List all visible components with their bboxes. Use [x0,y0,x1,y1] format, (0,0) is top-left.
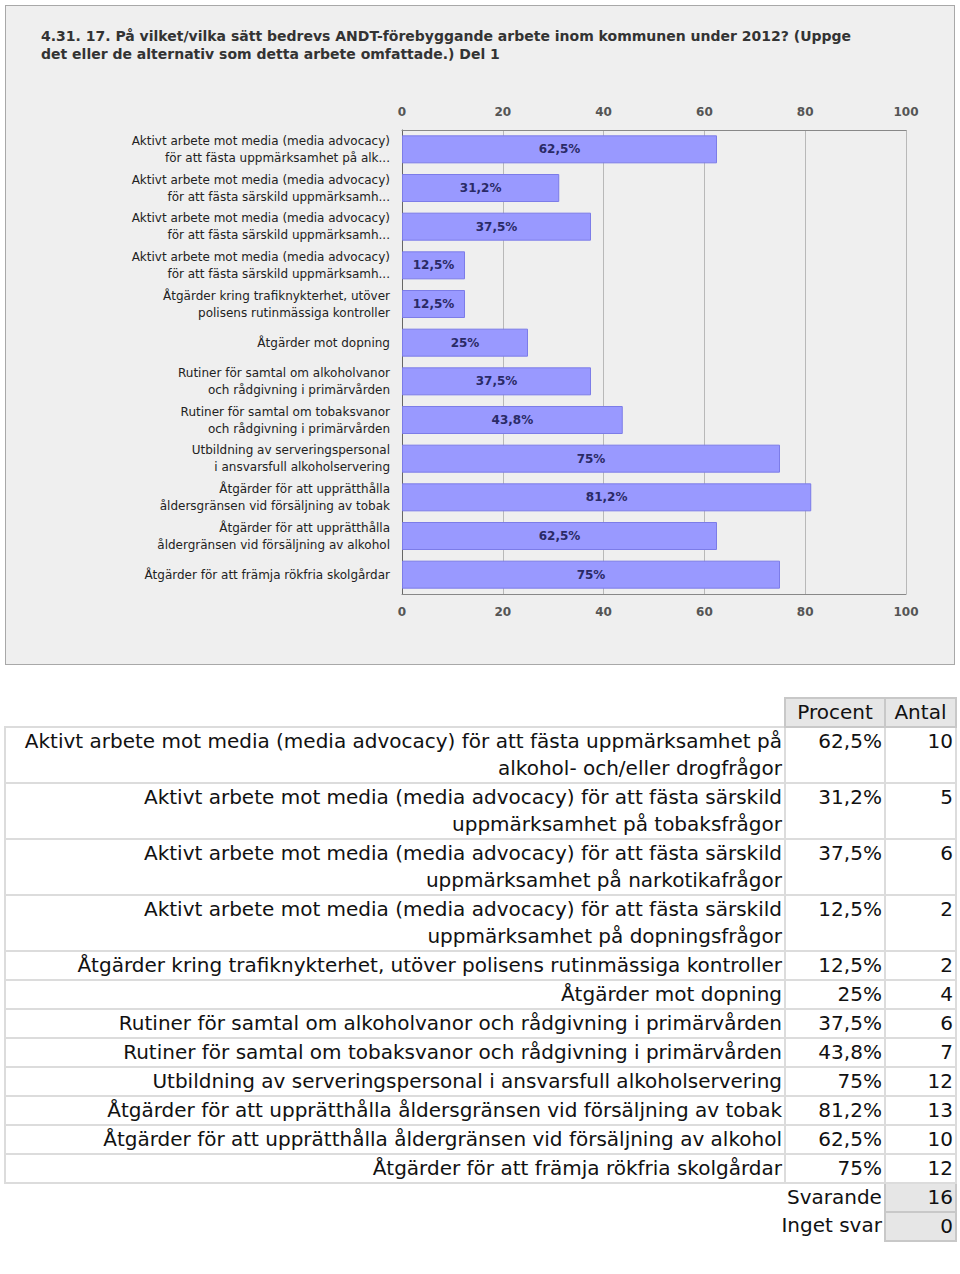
html-text:Åtgärder för att upprätthålla: Åtgärder för att upprätthålla åldersgrän… [107,1098,782,1122]
svg-text:Åtgärder för att främja rökfri: Åtgärder för att främja rökfria skolgård… [144,567,390,582]
svg-text:Utbildning av serveringsperson: Utbildning av serveringspersonal [192,443,390,457]
svg-text:åldersgränsen vid försäljning: åldersgränsen vid försäljning av tobak [160,499,390,513]
html-text:10: 10 [927,1127,953,1151]
html-text:62,5%: 62,5% [818,729,882,753]
html-text:13: 13 [927,1098,953,1122]
svg-text:polisens rutinmässiga kontroll: polisens rutinmässiga kontroller [198,306,390,320]
svg-text:för att fästa särskild uppmärk: för att fästa särskild uppmärksamh... [167,228,390,242]
svg-text:för att fästa uppmärksamhet på: för att fästa uppmärksamhet på alk... [165,151,390,165]
html-text:Åtgärder för att upprätthålla: Åtgärder för att upprätthålla åldergräns… [103,1127,782,1151]
svg-text:Rutiner för samtal om tobaksva: Rutiner för samtal om tobaksvanor [181,405,390,419]
html-text:6: 6 [940,841,953,865]
html-text:Åtgärder kring trafiknykterhet: Åtgärder kring trafiknykterhet, utöver p… [77,953,782,977]
svg-text:62,5%: 62,5% [539,529,581,543]
svg-text:0: 0 [398,605,406,619]
svg-text:20: 20 [494,105,511,119]
html-text:Inget svar: Inget svar [781,1213,882,1237]
html-text:25%: 25% [837,982,882,1006]
svg-text:80: 80 [797,605,814,619]
html-text:43,8%: 43,8% [818,1040,882,1064]
svg-text:60: 60 [696,605,713,619]
svg-text:Aktivt arbete mot media (media: Aktivt arbete mot media (media advocacy) [132,211,390,225]
html-text:2: 2 [940,897,953,921]
svg-text:43,8%: 43,8% [492,413,534,427]
svg-text:40: 40 [595,105,612,119]
html-text:Utbildning av serveringsperson: Utbildning av serveringspersonal i ansva… [152,1069,782,1093]
html-text:4: 4 [940,982,953,1006]
html-text:75%: 75% [837,1069,882,1093]
svg-text:80: 80 [797,105,814,119]
svg-text:för att fästa särskild uppmärk: för att fästa särskild uppmärksamh... [167,190,390,204]
html-text:2: 2 [940,953,953,977]
html-text:37,5%: 37,5% [818,1011,882,1035]
svg-text:det eller de alternativ som de: det eller de alternativ som detta arbete… [41,46,500,62]
svg-text:för att fästa särskild uppmärk: för att fästa särskild uppmärksamh... [167,267,390,281]
html-text:Svarande: Svarande [787,1185,882,1209]
html-text:12,5%: 12,5% [818,953,882,977]
html-text:Aktivt arbete mot media (media: Aktivt arbete mot media (media advocacy)… [24,729,782,780]
svg-text:åldergränsen vid försäljning a: åldergränsen vid försäljning av alkohol [157,538,390,552]
svg-text:25%: 25% [451,336,480,350]
html-text:6: 6 [940,1011,953,1035]
svg-text:Åtgärder kring trafiknykterhet: Åtgärder kring trafiknykterhet, utöver [163,288,390,303]
html-text:Aktivt arbete mot media (media: Aktivt arbete mot media (media advocacy)… [144,897,782,948]
svg-text:och rådgivning i primärvården: och rådgivning i primärvården [208,383,390,397]
html-text:12,5%: 12,5% [818,897,882,921]
html-text:Antal: Antal [894,700,947,724]
svg-text:31,2%: 31,2% [460,181,502,195]
html-text:12: 12 [927,1069,953,1093]
svg-text:37,5%: 37,5% [476,374,518,388]
svg-text:20: 20 [494,605,511,619]
svg-text:75%: 75% [577,568,606,582]
svg-text:12,5%: 12,5% [413,258,455,272]
svg-text:100: 100 [893,605,918,619]
svg-text:Åtgärder för att upprätthålla: Åtgärder för att upprätthålla [219,481,390,496]
html-text:Aktivt arbete mot media (media: Aktivt arbete mot media (media advocacy)… [144,785,782,836]
svg-text:i ansvarsfull alkoholservering: i ansvarsfull alkoholservering [214,460,390,474]
svg-text:12,5%: 12,5% [413,297,455,311]
html-text:Åtgärder mot dopning: Åtgärder mot dopning [560,982,782,1006]
svg-text:och rådgivning i primärvården: och rådgivning i primärvården [208,422,390,436]
svg-text:Aktivt arbete mot media (media: Aktivt arbete mot media (media advocacy) [132,250,390,264]
html-text:5: 5 [940,785,953,809]
html-text:Rutiner för samtal om tobaksva: Rutiner för samtal om tobaksvanor och rå… [123,1040,782,1064]
html-text:62,5%: 62,5% [818,1127,882,1151]
html-text:Åtgärder för att främja rökfri: Åtgärder för att främja rökfria skolgård… [372,1156,782,1180]
svg-text:0: 0 [398,105,406,119]
html-text:7: 7 [940,1040,953,1064]
svg-text:100: 100 [893,105,918,119]
svg-text:75%: 75% [577,452,606,466]
html-text:81,2%: 81,2% [818,1098,882,1122]
html-text:12: 12 [927,1156,953,1180]
svg-text:Åtgärder för att upprätthålla: Åtgärder för att upprätthålla [219,520,390,535]
svg-text:40: 40 [595,605,612,619]
html-text:Procent: Procent [797,700,873,724]
svg-text:60: 60 [696,105,713,119]
html-text:Aktivt arbete mot media (media: Aktivt arbete mot media (media advocacy)… [144,841,782,892]
svg-text:Aktivt arbete mot media (media: Aktivt arbete mot media (media advocacy) [132,173,390,187]
svg-text:81,2%: 81,2% [586,490,628,504]
svg-text:Aktivt arbete mot media (media: Aktivt arbete mot media (media advocacy) [132,134,390,148]
svg-text:Åtgärder mot dopning: Åtgärder mot dopning [257,335,390,350]
svg-text:62,5%: 62,5% [539,142,581,156]
html-text:75%: 75% [837,1156,882,1180]
html-text:0: 0 [940,1214,953,1238]
html-text:10: 10 [927,729,953,753]
html-text:37,5%: 37,5% [818,841,882,865]
html-text:Rutiner för samtal om alkoholv: Rutiner för samtal om alkoholvanor och r… [118,1011,782,1035]
html-text:31,2%: 31,2% [818,785,882,809]
svg-text:Rutiner för samtal om alkoholv: Rutiner för samtal om alkoholvanor [178,366,390,380]
html-text:16: 16 [927,1185,953,1209]
svg-text:4.31. 17. På vilket/vilka sätt: 4.31. 17. På vilket/vilka sätt bedrevs A… [41,28,856,44]
svg-text:37,5%: 37,5% [476,220,518,234]
